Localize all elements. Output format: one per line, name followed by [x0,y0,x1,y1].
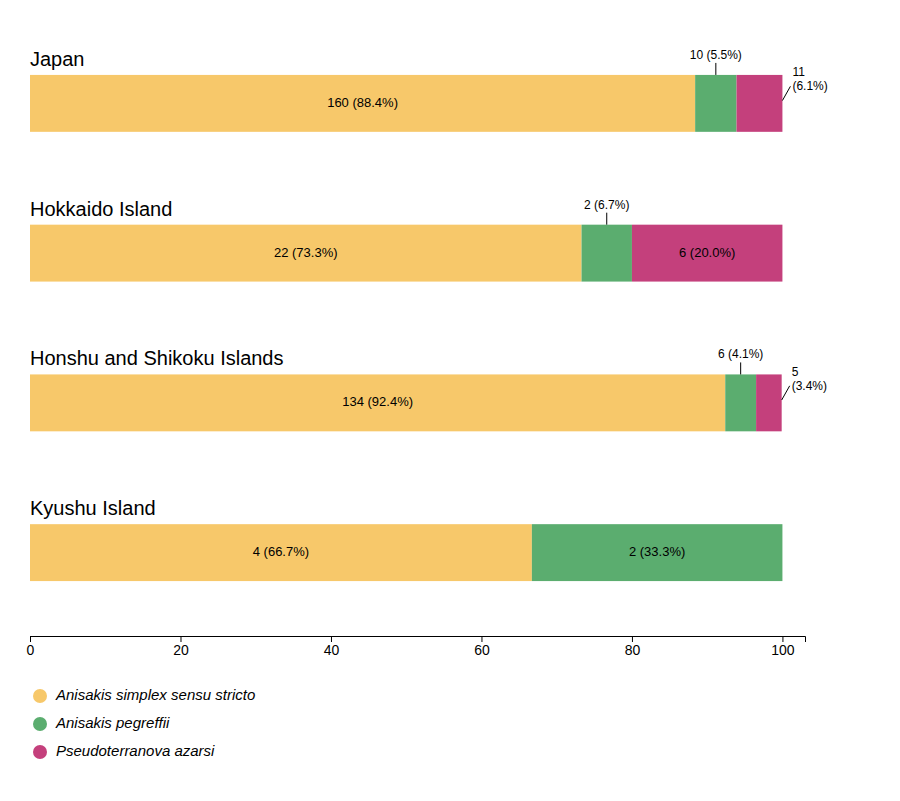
bar [532,524,783,581]
category-label: Honshu and Shikoku Islands [30,347,284,369]
tick: 100 [771,636,795,658]
legend-item: Anisakis pegreffii [33,714,170,731]
category-label: Hokkaido Island [30,198,172,220]
bar [756,374,782,431]
data-label: 22 (73.3%) [274,245,338,260]
data-label: 10 (5.5%) [690,48,742,62]
leader-line [606,213,607,225]
tick: 60 [474,636,490,658]
x-axis: 0 20 40 60 80 100 [27,636,806,658]
data-label: 5(3.4%) [792,365,827,393]
bar [725,374,756,431]
legend-label: Anisakis simplex sensu stricto [55,686,255,703]
legend-swatch [33,717,47,731]
series-bars [532,75,783,581]
tick-label: 100 [771,642,795,658]
tick-label: 20 [173,642,189,658]
leader-line [782,86,790,100]
leader-line [782,386,790,400]
chart-root: 0 20 40 60 80 100 Japan Hokkaido Island Honshu a… [0,0,900,801]
leader-line [740,362,741,374]
bar [30,524,532,581]
tick-label: 40 [324,642,340,658]
tick-label: 0 [27,642,35,658]
series-bars [30,75,725,581]
data-label: 11(6.1%) [792,65,827,93]
legend: Anisakis simplex sensu stricto Anisakis p… [33,686,255,759]
category-labels: Japan Hokkaido Island Honshu and Shikoku I… [30,48,284,519]
bar [782,524,783,581]
tick: 20 [173,636,189,658]
bar [30,374,725,431]
legend-item: Pseudoterranova azarsi [33,742,215,759]
bar [632,225,782,282]
bar [30,75,695,132]
data-label: 6 (20.0%) [679,245,735,260]
bar [737,75,783,132]
series-bars [632,75,782,431]
tick-label: 80 [625,642,641,658]
bar [30,225,582,282]
data-label: 4 (66.7%) [253,544,309,559]
bars [30,75,782,581]
tick-label: 60 [474,642,490,658]
data-labels: 160 (88.4%) 22 (73.3%) 134 (92.4%) 4 (66.7%… [253,48,828,559]
data-label: 2 (6.7%) [584,198,629,212]
tick: 0 [27,636,35,658]
data-label: 160 (88.4%) [327,95,398,110]
bar [582,225,632,282]
tick: 80 [625,636,641,658]
legend-item: Anisakis simplex sensu stricto [33,686,255,703]
data-label: 134 (92.4%) [342,394,413,409]
legend-label: Pseudoterranova azarsi [56,742,215,759]
data-label: 6 (4.1%) [718,347,763,361]
axis-line [31,637,806,643]
data-label: 2 (33.3%) [629,544,685,559]
legend-swatch [33,745,47,759]
legend-swatch [33,689,47,703]
bar [695,75,736,132]
tick: 40 [324,636,340,658]
legend-label: Anisakis pegreffii [55,714,170,731]
category-label: Kyushu Island [30,497,156,519]
leader-line [715,63,716,75]
category-label: Japan [30,48,85,70]
